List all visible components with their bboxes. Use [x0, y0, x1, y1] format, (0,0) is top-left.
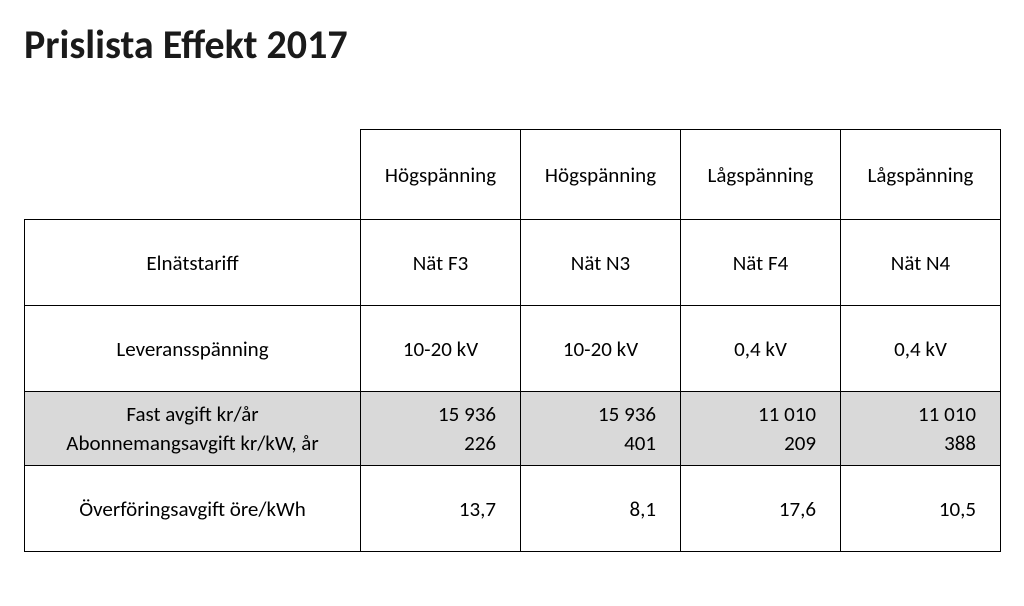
header-blank	[25, 130, 361, 220]
table-row: Överföringsavgift öre/kWh 13,7 8,1 17,6 …	[25, 466, 1001, 552]
cell: 11 010 209	[681, 392, 841, 466]
cell: 17,6	[681, 466, 841, 552]
table-header-row: Högspänning Högspänning Lågspänning Lågs…	[25, 130, 1001, 220]
cell: 15 936 226	[361, 392, 521, 466]
col-header-0: Högspänning	[361, 130, 521, 220]
row-label-line: Abonnemangsavgift kr/kW, år	[66, 429, 318, 457]
cell: Nät N4	[841, 220, 1001, 306]
cell: 10,5	[841, 466, 1001, 552]
page-title: Prislista Effekt 2017	[24, 20, 1000, 69]
cell: 13,7	[361, 466, 521, 552]
row-label: Fast avgift kr/år Abonnemangsavgift kr/k…	[25, 392, 361, 466]
table-row: Fast avgift kr/år Abonnemangsavgift kr/k…	[25, 392, 1001, 466]
col-header-2: Lågspänning	[681, 130, 841, 220]
cell: Nät F4	[681, 220, 841, 306]
table-row: Elnätstariff Nät F3 Nät N3 Nät F4 Nät N4	[25, 220, 1001, 306]
cell: 15 936 401	[521, 392, 681, 466]
row-label: Elnätstariff	[25, 220, 361, 306]
cell-line: 11 010	[918, 400, 976, 428]
cell-line: 11 010	[758, 400, 816, 428]
cell: 0,4 kV	[841, 306, 1001, 392]
cell: Nät F3	[361, 220, 521, 306]
cell-line: 401	[624, 429, 656, 457]
cell-line: 15 936	[438, 400, 496, 428]
col-header-3: Lågspänning	[841, 130, 1001, 220]
table-row: Leveransspänning 10-20 kV 10-20 kV 0,4 k…	[25, 306, 1001, 392]
col-header-1: Högspänning	[521, 130, 681, 220]
cell-line: 15 936	[598, 400, 656, 428]
row-label: Leveransspänning	[25, 306, 361, 392]
cell-line: 388	[944, 429, 976, 457]
price-table: Högspänning Högspänning Lågspänning Lågs…	[24, 129, 1001, 552]
cell: 8,1	[521, 466, 681, 552]
cell-line: 209	[784, 429, 816, 457]
cell: 10-20 kV	[361, 306, 521, 392]
row-label: Överföringsavgift öre/kWh	[25, 466, 361, 552]
cell: Nät N3	[521, 220, 681, 306]
cell-line: 226	[464, 429, 496, 457]
document-page: Prislista Effekt 2017 Högspänning Högspä…	[0, 0, 1024, 606]
cell: 11 010 388	[841, 392, 1001, 466]
cell: 0,4 kV	[681, 306, 841, 392]
cell: 10-20 kV	[521, 306, 681, 392]
row-label-line: Fast avgift kr/år	[126, 400, 258, 428]
